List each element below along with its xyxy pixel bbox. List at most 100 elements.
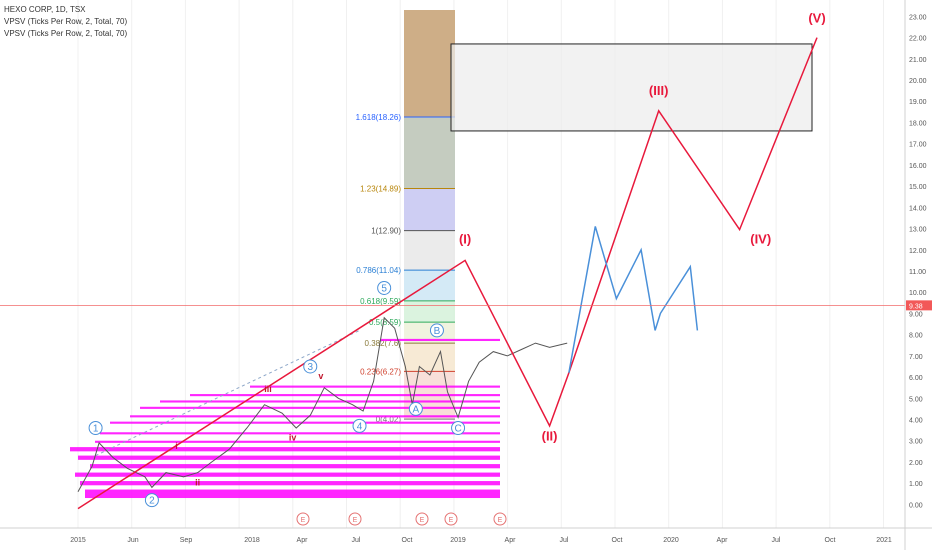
- fib-band: [404, 117, 455, 189]
- x-tick-label: Apr: [717, 537, 729, 544]
- x-tick-label: Apr: [297, 537, 309, 544]
- y-tick-label: 6.00: [909, 375, 923, 382]
- minor-wave-label: i: [175, 441, 178, 451]
- wave-number: 5: [381, 283, 387, 294]
- x-tick-label: Oct: [402, 537, 413, 544]
- volume-row: [95, 441, 500, 443]
- wave-number: 3: [307, 362, 313, 373]
- fib-band: [404, 231, 455, 270]
- minor-wave-label: iv: [289, 433, 297, 443]
- y-tick-label: 7.00: [909, 354, 923, 361]
- y-tick-label: 15.00: [909, 184, 927, 191]
- wave-label: (I): [459, 231, 471, 246]
- fib-extension: 1.618(18.26) 1.23(14.89) 1(12.90) 0.786(11.…: [356, 10, 455, 424]
- volume-row: [130, 415, 500, 417]
- y-tick-label: 10.00: [909, 290, 927, 297]
- projection-wave-series: [569, 226, 698, 373]
- volume-row: [70, 447, 500, 451]
- current-price-label: 9.38: [909, 303, 923, 310]
- x-tick-label: Jul: [560, 537, 569, 544]
- volume-row: [90, 464, 500, 468]
- x-tick-label: Oct: [825, 537, 836, 544]
- minor-wave-label: ii: [195, 477, 200, 487]
- fib-level-label: 1(12.90): [371, 227, 401, 236]
- y-tick-label: 11.00: [909, 269, 926, 276]
- earnings-marker-label: E: [420, 517, 425, 524]
- dashed-trendline: [96, 330, 360, 455]
- y-tick-label: 13.00: [909, 227, 927, 234]
- indicator-label-1[interactable]: VPSV (Ticks Per Row, 2, Total, 70): [4, 16, 127, 28]
- y-tick-label: 9.00: [909, 311, 923, 318]
- y-tick-label: 0.00: [909, 502, 923, 509]
- y-axis: 0.00 1.00 2.00 3.00 4.00 5.00 6.00 7.00 8.00 9.00…: [905, 0, 932, 550]
- wave-label: (V): [808, 11, 825, 26]
- x-tick-label: 2018: [244, 537, 260, 544]
- y-tick-label: 21.00: [909, 57, 927, 64]
- fib-level-label: 1.23(14.89): [360, 184, 401, 193]
- wave-number: 1: [93, 424, 99, 435]
- x-tick-label: 2015: [70, 537, 86, 544]
- y-tick-label: 1.00: [909, 481, 923, 488]
- y-tick-label: 18.00: [909, 120, 927, 127]
- volume-row: [110, 422, 500, 424]
- earnings-marker-label: E: [449, 517, 454, 524]
- fib-level-label: 0.786(11.04): [356, 266, 401, 275]
- wave-number: C: [454, 424, 461, 435]
- y-tick-label: 3.00: [909, 439, 923, 446]
- wave-label: (III): [649, 83, 669, 98]
- y-tick-label: 12.00: [909, 248, 927, 255]
- x-tick-label: Oct: [612, 537, 623, 544]
- fib-band: [404, 301, 455, 322]
- wave-number: A: [413, 404, 420, 415]
- y-tick-label: 17.00: [909, 142, 927, 149]
- y-tick-label: 5.00: [909, 396, 923, 403]
- x-tick-label: Jul: [352, 537, 361, 544]
- y-tick-label: 20.00: [909, 78, 927, 85]
- fib-band: [404, 188, 455, 230]
- volume-row: [75, 473, 500, 477]
- x-tick-label: 2021: [876, 537, 892, 544]
- x-tick-label: Sep: [180, 537, 193, 544]
- y-tick-label: 8.00: [909, 333, 923, 340]
- fib-band: [404, 10, 455, 117]
- fib-level-label: 0.236(6.27): [360, 367, 401, 376]
- x-tick-label: Apr: [505, 537, 517, 544]
- fib-band: [404, 343, 455, 371]
- wave-number: 4: [357, 421, 363, 432]
- target-box: [451, 44, 812, 131]
- wave-label: (II): [542, 429, 558, 444]
- y-tick-label: 2.00: [909, 460, 923, 467]
- fib-band: [404, 270, 455, 301]
- volume-row: [78, 456, 500, 460]
- earnings-marker-label: E: [498, 517, 503, 524]
- volume-row: [100, 432, 500, 434]
- y-tick-label: 16.00: [909, 163, 927, 170]
- earnings-marker-label: E: [301, 517, 306, 524]
- earnings-marker-label: E: [353, 517, 358, 524]
- y-tick-label: 19.00: [909, 99, 927, 106]
- wave-number: 2: [149, 496, 155, 507]
- chart-legend: HEXO CORP, 1D, TSX VPSV (Ticks Per Row, …: [4, 4, 127, 40]
- x-tick-label: Jun: [127, 537, 138, 544]
- indicator-label-2[interactable]: VPSV (Ticks Per Row, 2, Total, 70): [4, 28, 127, 40]
- wave-label: (IV): [750, 231, 771, 246]
- minor-wave-label: iii: [264, 384, 272, 394]
- volume-row: [190, 394, 500, 396]
- fib-level-label: 1.618(18.26): [356, 113, 402, 122]
- y-tick-label: 22.00: [909, 36, 927, 43]
- y-tick-label: 23.00: [909, 14, 927, 21]
- volume-row: [250, 386, 500, 388]
- x-tick-label: 2019: [450, 537, 466, 544]
- minor-wave-label: v: [318, 371, 323, 381]
- y-tick-label: 4.00: [909, 418, 923, 425]
- wave-number: B: [434, 326, 441, 337]
- volume-row: [80, 481, 500, 485]
- wave-line: [569, 226, 698, 372]
- y-tick-label: 14.00: [909, 205, 927, 212]
- symbol-title: HEXO CORP, 1D, TSX: [4, 4, 127, 16]
- x-tick-label: Jul: [772, 537, 781, 544]
